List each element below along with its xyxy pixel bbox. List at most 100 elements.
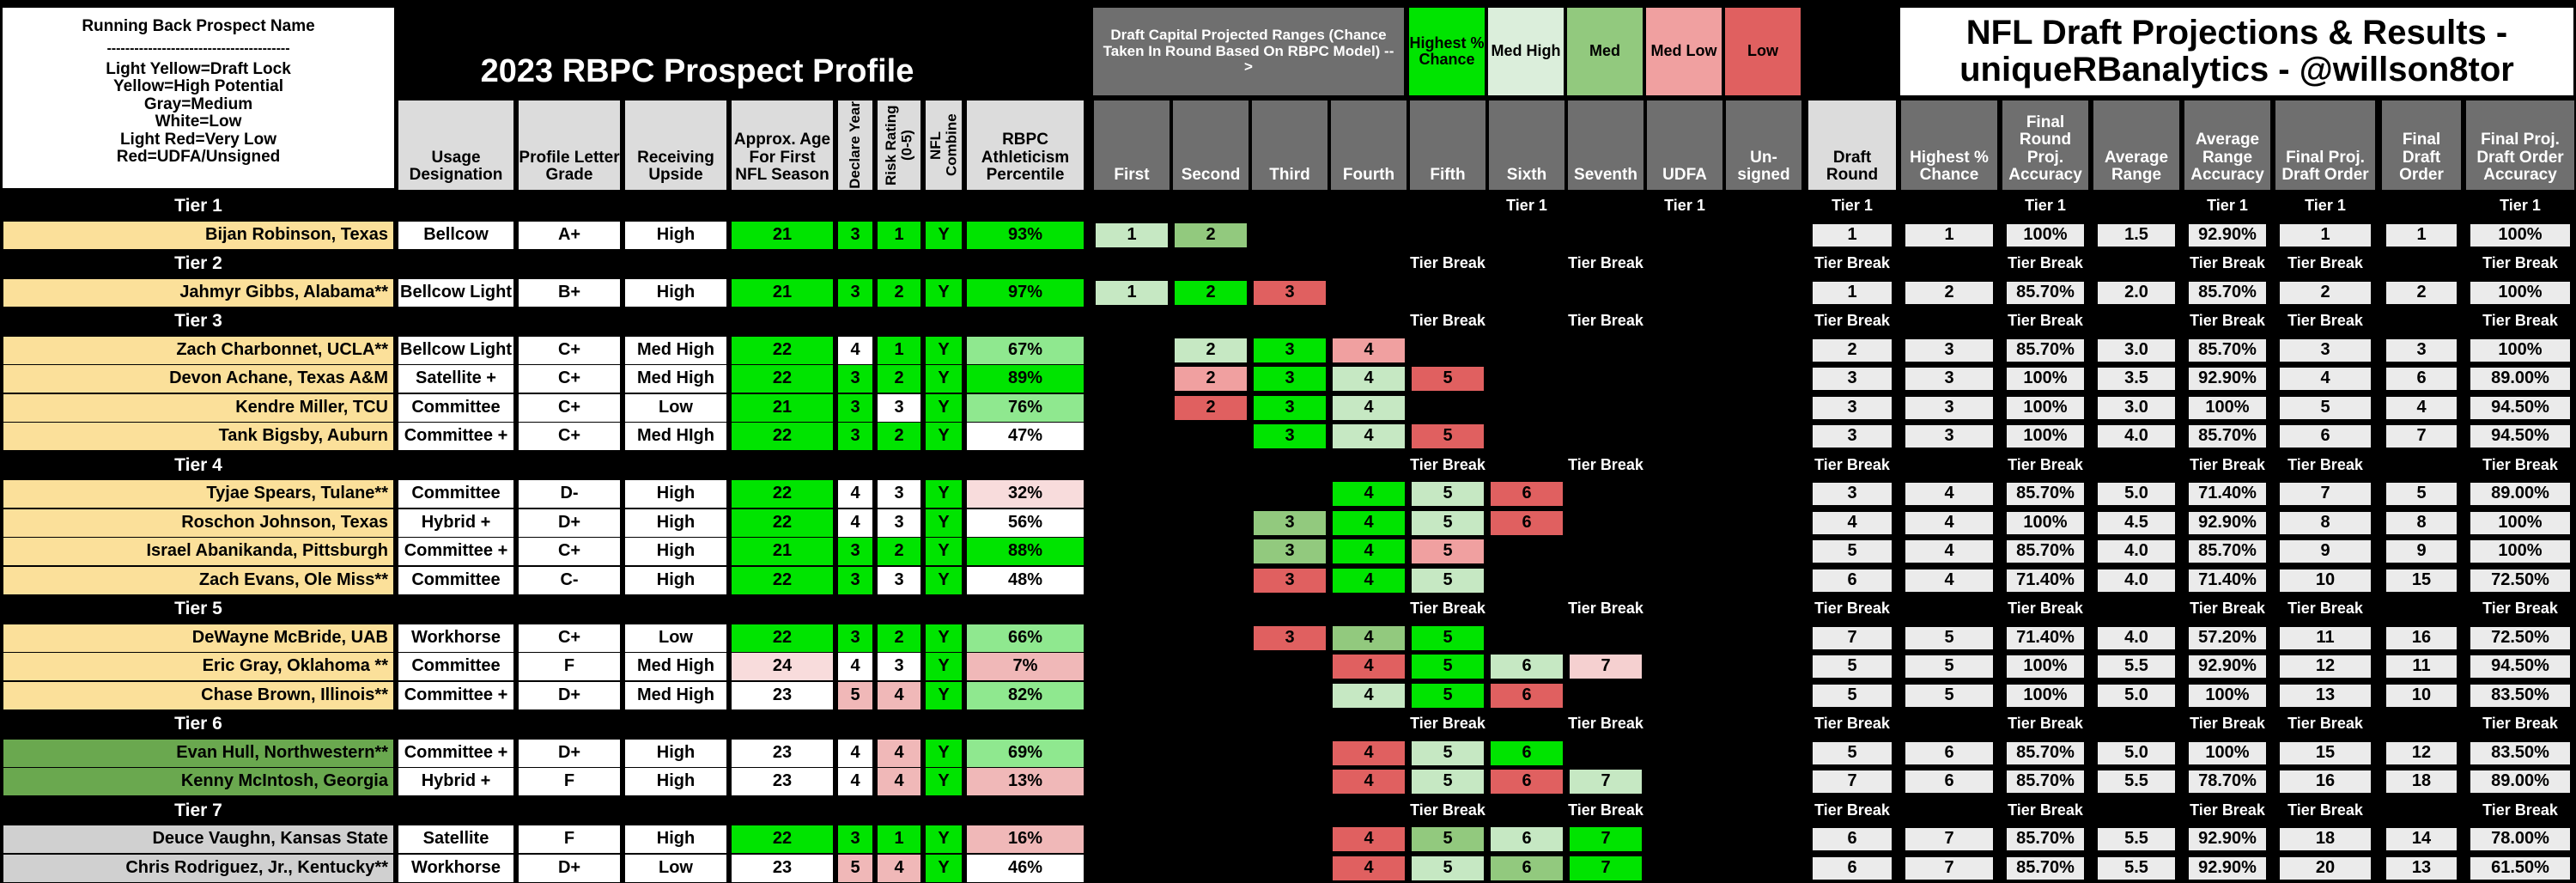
nfl-combine[interactable]: Y xyxy=(925,825,963,854)
round-chance-cell[interactable]: 3 xyxy=(1253,568,1327,594)
result-dr[interactable]: 3 xyxy=(1812,367,1893,391)
result-dr[interactable]: 5 xyxy=(1812,539,1893,563)
round-chance-cell[interactable]: 5 xyxy=(1411,539,1485,564)
receiving-upside[interactable]: Low xyxy=(624,393,727,423)
usage-designation[interactable]: Committee + xyxy=(398,422,514,451)
round-chance-cell[interactable]: 2 xyxy=(1174,366,1248,392)
athleticism-percentile[interactable]: 16% xyxy=(966,825,1084,854)
profile-grade[interactable]: C+ xyxy=(518,393,621,423)
result-fpa[interactable]: 72.50% xyxy=(2470,626,2571,650)
usage-designation[interactable]: Satellite + xyxy=(398,364,514,393)
approx-age[interactable]: 22 xyxy=(731,566,834,595)
round-chance-cell[interactable]: 3 xyxy=(1253,395,1327,421)
nfl-combine[interactable]: Y xyxy=(925,537,963,566)
result-fdo[interactable]: 12 xyxy=(2385,741,2458,765)
profile-grade[interactable]: F xyxy=(518,825,621,854)
result-fdo[interactable]: 15 xyxy=(2385,569,2458,593)
athleticism-percentile[interactable]: 97% xyxy=(966,278,1084,308)
result-avg[interactable]: 3.0 xyxy=(2097,396,2176,420)
result-avg[interactable]: 2.0 xyxy=(2097,281,2176,305)
result-avg[interactable]: 5.5 xyxy=(2097,856,2176,880)
result-avg[interactable]: 5.5 xyxy=(2097,827,2176,851)
result-fdo[interactable]: 8 xyxy=(2385,511,2458,535)
result-fpa[interactable]: 94.50% xyxy=(2470,655,2571,679)
profile-grade[interactable]: C+ xyxy=(518,537,621,566)
result-dr[interactable]: 3 xyxy=(1812,424,1893,448)
result-hc[interactable]: 7 xyxy=(1905,856,1994,880)
usage-designation[interactable]: Committee + xyxy=(398,681,514,710)
risk-rating[interactable]: 2 xyxy=(877,278,921,308)
result-fpd[interactable]: 13 xyxy=(2279,684,2372,708)
result-avg[interactable]: 3.0 xyxy=(2097,338,2176,362)
receiving-upside[interactable]: High xyxy=(624,825,727,854)
approx-age[interactable]: 21 xyxy=(731,537,834,566)
result-fdo[interactable]: 1 xyxy=(2385,223,2458,247)
round-chance-cell[interactable]: 4 xyxy=(1332,395,1406,421)
round-chance-cell[interactable]: 3 xyxy=(1253,338,1327,363)
result-fpa[interactable]: 100% xyxy=(2470,223,2571,247)
round-chance-cell[interactable]: 5 xyxy=(1411,481,1485,507)
result-fra[interactable]: 100% xyxy=(2006,396,2085,420)
usage-designation[interactable]: Bellcow Light xyxy=(398,278,514,308)
result-dr[interactable]: 6 xyxy=(1812,856,1893,880)
round-chance-cell[interactable]: 1 xyxy=(1095,222,1169,248)
result-ava[interactable]: 92.90% xyxy=(2188,223,2267,247)
result-fra[interactable]: 85.70% xyxy=(2006,338,2085,362)
result-fpd[interactable]: 8 xyxy=(2279,511,2372,535)
result-ava[interactable]: 85.70% xyxy=(2188,281,2267,305)
athleticism-percentile[interactable]: 47% xyxy=(966,422,1084,451)
receiving-upside[interactable]: Med High xyxy=(624,336,727,365)
result-ava[interactable]: 92.90% xyxy=(2188,827,2267,851)
result-avg[interactable]: 4.0 xyxy=(2097,424,2176,448)
athleticism-percentile[interactable]: 56% xyxy=(966,508,1084,538)
round-chance-cell[interactable]: 6 xyxy=(1490,481,1564,507)
result-dr[interactable]: 1 xyxy=(1812,223,1893,247)
result-dr[interactable]: 1 xyxy=(1812,281,1893,305)
result-dr[interactable]: 7 xyxy=(1812,626,1893,650)
profile-grade[interactable]: C- xyxy=(518,566,621,595)
result-fdo[interactable]: 7 xyxy=(2385,424,2458,448)
athleticism-percentile[interactable]: 13% xyxy=(966,767,1084,796)
prospect-name[interactable]: Chris Rodriguez, Jr., Kentucky** xyxy=(3,854,394,883)
result-hc[interactable]: 1 xyxy=(1905,223,1994,247)
round-chance-cell[interactable]: 7 xyxy=(1569,856,1643,881)
result-ava[interactable]: 92.90% xyxy=(2188,367,2267,391)
risk-rating[interactable]: 4 xyxy=(877,854,921,883)
result-fpd[interactable]: 12 xyxy=(2279,655,2372,679)
risk-rating[interactable]: 1 xyxy=(877,825,921,854)
round-chance-cell[interactable]: 1 xyxy=(1095,280,1169,306)
nfl-combine[interactable]: Y xyxy=(925,479,963,508)
result-fra[interactable]: 85.70% xyxy=(2006,281,2085,305)
receiving-upside[interactable]: High xyxy=(624,767,727,796)
risk-rating[interactable]: 4 xyxy=(877,739,921,768)
result-fdo[interactable]: 6 xyxy=(2385,367,2458,391)
round-chance-cell[interactable]: 3 xyxy=(1253,366,1327,392)
nfl-combine[interactable]: Y xyxy=(925,624,963,653)
profile-grade[interactable]: C+ xyxy=(518,422,621,451)
round-chance-cell[interactable]: 4 xyxy=(1332,625,1406,651)
result-fra[interactable]: 100% xyxy=(2006,223,2085,247)
round-chance-cell[interactable]: 6 xyxy=(1490,769,1564,795)
round-chance-cell[interactable]: 7 xyxy=(1569,769,1643,795)
profile-grade[interactable]: F xyxy=(518,767,621,796)
result-fpd[interactable]: 5 xyxy=(2279,396,2372,420)
result-hc[interactable]: 3 xyxy=(1905,396,1994,420)
result-fdo[interactable]: 9 xyxy=(2385,539,2458,563)
risk-rating[interactable]: 1 xyxy=(877,221,921,250)
round-chance-cell[interactable]: 2 xyxy=(1174,222,1248,248)
receiving-upside[interactable]: High xyxy=(624,221,727,250)
result-fra[interactable]: 85.70% xyxy=(2006,827,2085,851)
usage-designation[interactable]: Committee + xyxy=(398,739,514,768)
athleticism-percentile[interactable]: 89% xyxy=(966,364,1084,393)
profile-grade[interactable]: B+ xyxy=(518,278,621,308)
receiving-upside[interactable]: Low xyxy=(624,624,727,653)
result-hc[interactable]: 4 xyxy=(1905,569,1994,593)
athleticism-percentile[interactable]: 46% xyxy=(966,854,1084,883)
result-fra[interactable]: 85.70% xyxy=(2006,741,2085,765)
result-hc[interactable]: 3 xyxy=(1905,338,1994,362)
result-fra[interactable]: 85.70% xyxy=(2006,482,2085,506)
profile-grade[interactable]: F xyxy=(518,652,621,681)
result-fpa[interactable]: 89.00% xyxy=(2470,367,2571,391)
result-dr[interactable]: 6 xyxy=(1812,569,1893,593)
approx-age[interactable]: 23 xyxy=(731,681,834,710)
